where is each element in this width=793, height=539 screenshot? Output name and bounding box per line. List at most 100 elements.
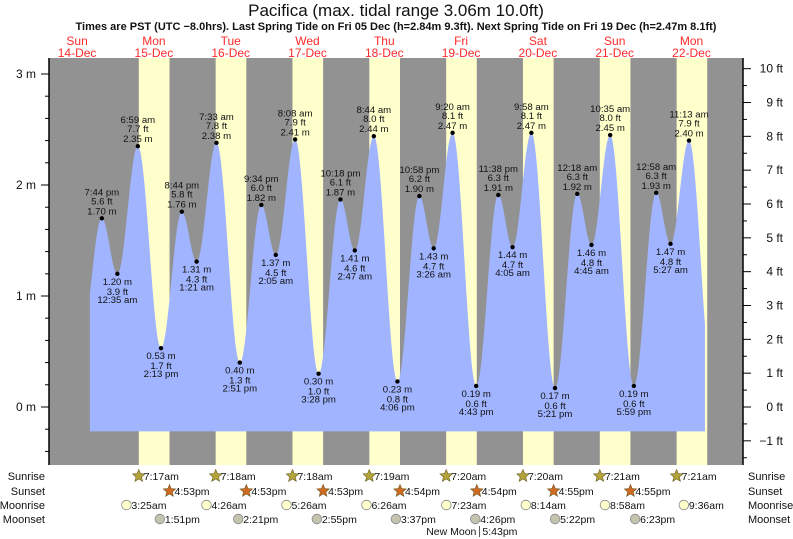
day-of-week-label: Mon <box>142 34 165 48</box>
low-tide-point <box>316 371 321 376</box>
right-axis-tick-label: 9 ft <box>766 96 783 110</box>
moonrise-moon-icon <box>201 499 212 511</box>
day-of-week-label: Fri <box>454 34 468 48</box>
low-tide-point <box>158 345 164 351</box>
moonrise-time: 8:14am <box>531 500 566 512</box>
high-tide-time: 10:18 pm <box>320 168 360 179</box>
high-tide-feet: 6.1 ft <box>330 177 352 188</box>
high-tide-point <box>292 137 298 142</box>
date-label: 16-Dec <box>211 46 250 60</box>
new-moon-label: New Moon <box>426 526 476 538</box>
low-tide-feet: 0.6 ft <box>623 399 645 410</box>
low-tide-time: 5:59 pm <box>617 407 652 418</box>
low-tide-feet: 0.8 ft <box>387 394 409 405</box>
moonset-moon-icon <box>154 513 166 525</box>
high-tide-point <box>450 130 455 136</box>
high-tide-time: 8:08 am <box>278 108 313 119</box>
tide-height-area <box>89 132 705 432</box>
moonset-row-label: Moonset <box>3 514 45 526</box>
low-tide-point <box>631 383 637 389</box>
low-tide-feet: 1.7 ft <box>150 361 172 372</box>
moonrise-moon-icon <box>678 499 690 511</box>
high-tide-metres: 2.41 m <box>280 127 309 138</box>
low-tide-metres: 1.41 m <box>340 253 369 264</box>
sunset-time: 4:53pm <box>251 486 286 498</box>
low-tide-metres: 1.44 m <box>498 250 527 261</box>
right-axis-tick-label: 5 ft <box>766 231 783 245</box>
day-of-week-label: Mon <box>680 34 703 48</box>
moonset-moon-icon <box>311 513 323 525</box>
high-tide-metres: 1.82 m <box>247 193 276 204</box>
low-tide-time: 2:47 am <box>337 271 372 282</box>
sunset-time: 4:54pm <box>405 486 440 498</box>
high-tide-point <box>179 209 185 214</box>
low-tide-time: 3:26 am <box>416 269 451 280</box>
low-tide-feet: 4.7 ft <box>423 261 445 272</box>
high-tide-metres: 1.92 m <box>563 182 592 193</box>
high-tide-point <box>607 132 613 138</box>
low-tide-time: 3:28 pm <box>301 395 336 406</box>
moonset-time: 2:21pm <box>243 514 278 526</box>
left-axis-tick-label: 3 m <box>16 67 36 81</box>
sunrise-time: 7:17am <box>144 471 179 483</box>
low-tide-metres: 0.23 m <box>383 384 412 395</box>
left-axis-tick-label: 0 m <box>16 400 36 414</box>
high-tide-metres: 1.70 m <box>87 206 116 217</box>
date-label: 18-Dec <box>365 46 404 60</box>
astro-rows: Sunrise Sunrise 7:17am 7:18am 7:18am 7:19am 7:… <box>0 468 793 538</box>
low-tide-time: 2:05 am <box>258 276 293 287</box>
sunrise-star-icon <box>439 468 454 482</box>
low-tide-time: 5:27 am <box>653 265 688 276</box>
high-tide-metres: 2.44 m <box>359 124 388 135</box>
low-tide-point <box>194 259 199 264</box>
sunrise-time: 7:19am <box>374 471 409 483</box>
sunrise-time: 7:21am <box>682 471 717 483</box>
low-tide-point <box>115 271 120 276</box>
high-tide-point <box>338 197 343 202</box>
sunset-time: 4:54pm <box>482 486 517 498</box>
high-tide-feet: 6.3 ft <box>567 172 589 183</box>
low-tide-feet: 1.3 ft <box>229 376 251 387</box>
moonrise-moon-icon <box>281 499 292 511</box>
sunrise-star-icon <box>592 468 607 482</box>
low-tide-metres: 1.37 m <box>261 258 290 269</box>
low-tide-point <box>237 360 243 365</box>
sunrise-star-icon <box>208 468 223 482</box>
moonrise-moon-icon <box>599 499 611 511</box>
right-axis-tick-label: 0 ft <box>766 400 783 414</box>
low-tide-point <box>589 242 594 248</box>
high-tide-time: 12:18 am <box>557 163 597 174</box>
low-tide-point <box>510 244 515 250</box>
high-tide-feet: 6.0 ft <box>251 183 273 194</box>
high-tide-metres: 1.91 m <box>484 183 513 194</box>
high-tide-metres: 1.90 m <box>405 184 434 195</box>
low-tide-feet: 4.5 ft <box>265 268 287 279</box>
high-tide-feet: 6.3 ft <box>646 171 668 182</box>
low-tide-time: 1:21 am <box>179 283 214 294</box>
tide-area <box>89 132 705 432</box>
day-of-week-label: Sun <box>66 34 87 48</box>
date-label: 15-Dec <box>135 46 174 60</box>
low-tide-time: 4:43 pm <box>459 407 494 418</box>
moonset-moon-icon <box>390 513 402 525</box>
high-tide-feet: 6.2 ft <box>409 174 431 185</box>
day-of-week-label: Sun <box>604 34 625 48</box>
right-axis-tick-label: 3 ft <box>766 299 783 313</box>
moonset-time: 2:55pm <box>322 514 357 526</box>
right-axis-tick-label: 4 ft <box>766 265 783 279</box>
low-tide-metres: 0.40 m <box>225 366 254 377</box>
high-tide-time: 9:20 am <box>435 102 470 113</box>
high-tide-feet: 8.0 ft <box>599 113 621 124</box>
low-tide-feet: 0.6 ft <box>466 399 488 410</box>
low-tide-metres: 1.47 m <box>656 247 685 258</box>
low-tide-time: 2:13 pm <box>144 369 179 380</box>
day-of-week-label: Tue <box>221 34 242 48</box>
sunset-star-icon <box>316 483 331 497</box>
high-tide-point <box>135 143 141 149</box>
high-tide-point <box>653 190 659 195</box>
low-tide-metres: 0.19 m <box>619 389 648 400</box>
high-tide-metres: 2.47 m <box>438 121 467 132</box>
moonrise-time: 7:23am <box>451 500 486 512</box>
